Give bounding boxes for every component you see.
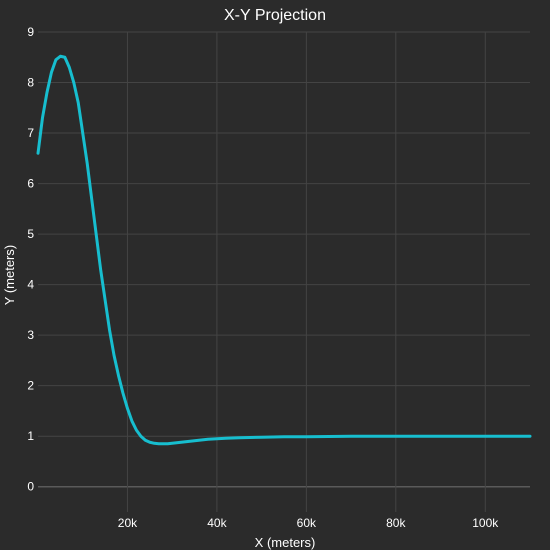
series-layer [36, 54, 532, 446]
y-tick-label: 9 [27, 25, 34, 39]
y-axis-label: Y (meters) [2, 245, 17, 305]
grid [38, 31, 530, 512]
y-tick-label: 5 [27, 227, 34, 241]
x-tick-label: 60k [297, 516, 317, 530]
x-axis-label: X (meters) [255, 535, 316, 550]
x-tick-label: 100k [472, 516, 499, 530]
y-tick-label: 1 [27, 429, 34, 443]
y-tick-label: 0 [27, 480, 34, 494]
x-tick-label: 20k [118, 516, 138, 530]
series-line [36, 54, 532, 446]
x-tick-label: 80k [386, 516, 406, 530]
y-tick-label: 2 [27, 379, 34, 393]
y-tick-label: 4 [27, 278, 34, 292]
axes: 0 1 2 3 4 5 6 7 8 9 20k 40k 60k 80k 100k [27, 25, 499, 530]
x-tick-label: 40k [207, 516, 227, 530]
y-tick-label: 8 [27, 76, 34, 90]
y-tick-label: 7 [27, 126, 34, 140]
y-tick-label: 3 [27, 328, 34, 342]
chart-title: X-Y Projection [224, 7, 326, 24]
y-tick-label: 6 [27, 177, 34, 191]
